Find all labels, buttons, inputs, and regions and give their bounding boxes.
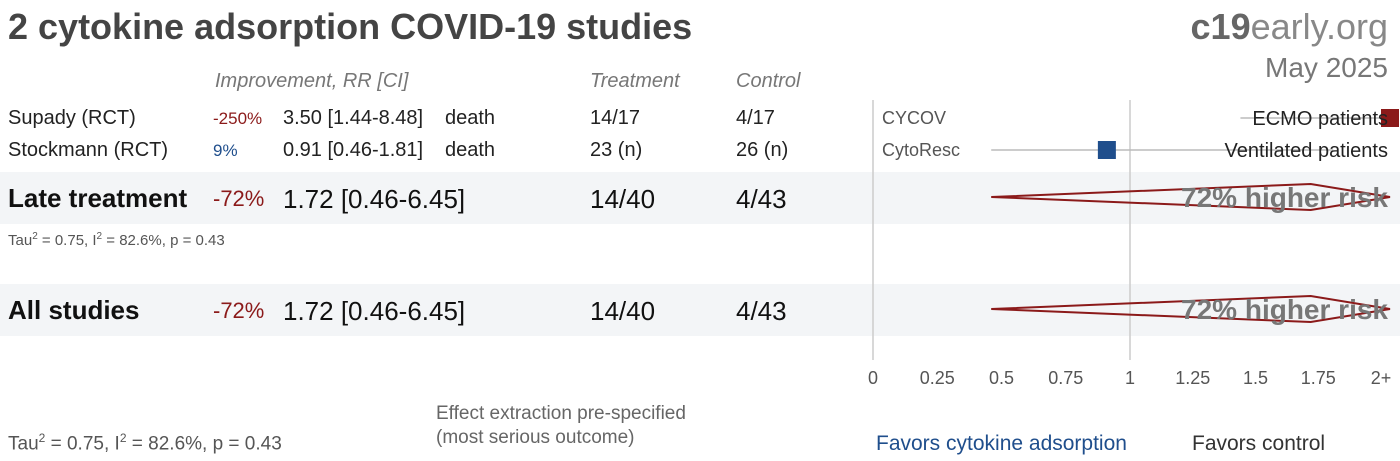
x-tick-label: 1.75 (1301, 368, 1336, 388)
study-outcome: death (445, 139, 496, 161)
extraction-note: Effect extraction pre-specified (most ser… (436, 403, 686, 448)
effect-marker (1097, 141, 1116, 159)
x-tick-label: 1.5 (1243, 368, 1268, 388)
subgroup-heterogeneity-stats: Tau2 = 0.75, I2 = 82.6%, p = 0.43 (8, 231, 225, 249)
x-tick-label: 2+ (1371, 368, 1392, 388)
summary-name: All studies (8, 295, 140, 325)
x-tick-label: 0.25 (920, 368, 955, 388)
summary-improvement: -72% (213, 186, 265, 211)
summary-control: 4/43 (736, 184, 787, 214)
favors-control-label: Favors control (1192, 432, 1326, 455)
summary-diamond (991, 294, 1391, 324)
x-tick-label: 1.25 (1175, 368, 1210, 388)
summary-treatment: 14/40 (590, 184, 656, 214)
overall-heterogeneity-stats: Tau2 = 0.75, I2 = 82.6%, p = 0.43 (8, 431, 282, 455)
column-header-improvement: Improvement, RR [CI] (215, 70, 409, 92)
study-improvement: 9% (213, 141, 238, 160)
study-treatment: 14/17 (590, 107, 641, 129)
trial-name-label: CYCOV (882, 108, 946, 128)
population-label: ECMO patients (1252, 108, 1388, 130)
study-name: Stockmann (RCT) (8, 139, 169, 161)
x-tick-label: 1 (1125, 368, 1135, 388)
brand-logo[interactable]: c19early.org (1191, 6, 1388, 48)
late-treatment-band (0, 172, 1400, 224)
summary-effect-label: 72% higher risk (1181, 182, 1388, 213)
brand-rest: early.org (1250, 6, 1388, 47)
column-header-control: Control (736, 70, 801, 92)
summary-effect: 1.72 [0.46-6.45] (283, 184, 466, 214)
summary-treatment: 14/40 (590, 296, 656, 326)
x-tick-label: 0 (868, 368, 878, 388)
study-control: 4/17 (736, 107, 775, 129)
summary-improvement: -72% (213, 298, 265, 323)
study-effect: 0.91 [0.46-1.81] (283, 139, 424, 161)
population-label: Ventilated patients (1225, 140, 1388, 162)
all-studies-band (0, 284, 1400, 336)
x-tick-label: 0.5 (989, 368, 1014, 388)
effect-marker (1381, 109, 1399, 127)
favors-treatment-label: Favors cytokine adsorption (876, 432, 1127, 455)
brand-bold: c19 (1190, 6, 1251, 47)
study-treatment: 23 (n) (590, 139, 643, 161)
trial-name-label: CytoResc (882, 140, 960, 160)
summary-control: 4/43 (736, 296, 787, 326)
study-effect: 3.50 [1.44-8.48] (283, 107, 424, 129)
summary-effect-label: 72% higher risk (1181, 294, 1388, 325)
study-name: Supady (RCT) (8, 107, 136, 129)
study-outcome: death (445, 107, 496, 129)
x-tick-label: 0.75 (1048, 368, 1083, 388)
study-control: 26 (n) (736, 139, 789, 161)
study-improvement: -250% (213, 109, 263, 128)
summary-diamond (991, 182, 1391, 212)
column-header-treatment: Treatment (590, 70, 680, 92)
page-title: 2 cytokine adsorption COVID-19 studies (8, 6, 693, 47)
summary-effect: 1.72 [0.46-6.45] (283, 296, 466, 326)
report-date: May 2025 (1265, 52, 1388, 83)
summary-name: Late treatment (8, 183, 188, 213)
